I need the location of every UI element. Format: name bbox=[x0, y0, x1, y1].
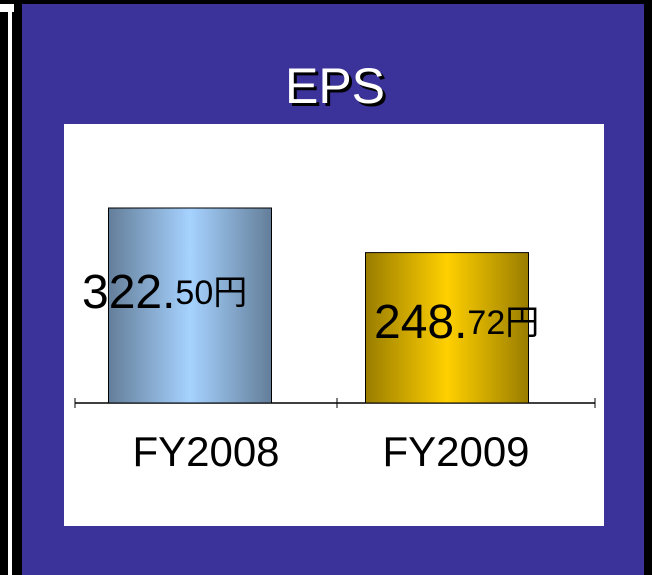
chart-title: EPS bbox=[285, 58, 385, 114]
x-tick-label: FY2008 bbox=[132, 428, 279, 475]
value-label: 248.72円 bbox=[374, 296, 539, 349]
x-tick-label: FY2009 bbox=[382, 428, 529, 475]
value-label: 322.50円 bbox=[82, 266, 247, 319]
frame-corner bbox=[0, 4, 14, 12]
title-shadow: EPS bbox=[288, 61, 388, 117]
frame-line bbox=[8, 12, 12, 575]
